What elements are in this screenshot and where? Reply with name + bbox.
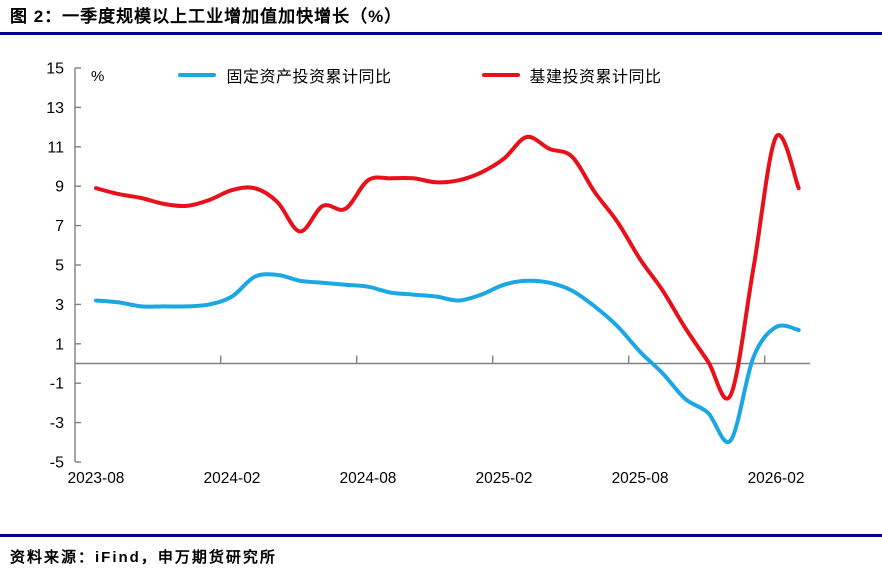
y-axis-tick-label: -3 bbox=[50, 415, 64, 432]
chart-legend: 固定资产投资累计同比 基建投资累计同比 bbox=[0, 63, 840, 87]
legend-line-blue bbox=[178, 73, 217, 77]
y-axis-tick-label: -1 bbox=[50, 376, 64, 393]
series-line-infrastructure bbox=[94, 132, 801, 401]
legend-item-infrastructure-investment: 基建投资累计同比 bbox=[481, 63, 662, 87]
legend-line-red bbox=[481, 73, 520, 77]
y-axis-tick-label: 1 bbox=[55, 336, 64, 353]
line-chart: 15 13 11 9 7 5 3 1 -1 -3 -5% 2023-08 2024-02 2024-08 2… bbox=[46, 61, 811, 487]
legend-label-fixed-asset-investment: 固定资产投资累计同比 bbox=[226, 69, 392, 86]
y-axis-tick-label: 5 bbox=[55, 258, 64, 275]
y-axis-tick-label: 11 bbox=[47, 139, 64, 156]
legend-label-infrastructure-investment: 基建投资累计同比 bbox=[529, 69, 662, 86]
title-divider bbox=[0, 32, 882, 35]
x-axis-tick-label: 2024-08 bbox=[340, 470, 397, 487]
legend-item-fixed-asset-investment: 固定资产投资累计同比 bbox=[178, 63, 391, 87]
x-axis-tick-label: 2024-02 bbox=[204, 470, 261, 487]
y-axis-tick-label: 15 bbox=[46, 61, 64, 78]
x-axis-tick-label: 2025-08 bbox=[612, 470, 669, 487]
y-axis-tick-label: 7 bbox=[55, 218, 64, 235]
chart-area: 固定资产投资累计同比 基建投资累计同比 15 13 11 9 7 5 3 1 -1 -3 -5% 20… bbox=[0, 45, 882, 515]
footer-divider bbox=[0, 534, 882, 537]
series-line-fixed-asset bbox=[94, 272, 801, 445]
x-axis-tick-label: 2023-08 bbox=[68, 470, 125, 487]
y-axis-tick-label: 13 bbox=[46, 100, 64, 117]
y-axis-tick-label: 3 bbox=[55, 297, 64, 314]
y-axis-unit-label: % bbox=[91, 68, 104, 85]
figure-title: 图 2：一季度规模以上工业增加值加快增长（%） bbox=[10, 7, 403, 26]
x-axis-tick-label: 2025-02 bbox=[476, 470, 533, 487]
report-figure: 图 2：一季度规模以上工业增加值加快增长（%） 固定资产投资累计同比 基建投资累… bbox=[0, 6, 882, 576]
y-axis-tick-label: -5 bbox=[50, 455, 64, 472]
source-note: 资料来源：iFind，申万期货研究所 bbox=[10, 549, 277, 566]
x-axis-tick-label: 2026-02 bbox=[748, 470, 805, 487]
y-axis-tick-label: 9 bbox=[55, 179, 64, 196]
